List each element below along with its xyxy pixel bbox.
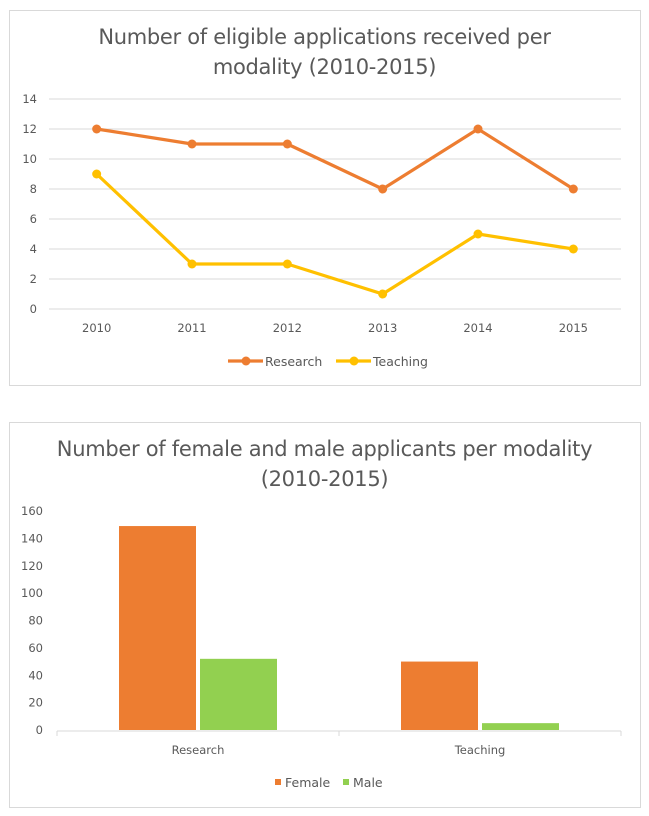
y-tick-label: 20 — [28, 696, 43, 710]
bar-male-teaching — [482, 723, 559, 730]
y-tick-label: 4 — [30, 242, 37, 256]
legend-swatch-female — [275, 779, 281, 785]
y-tick-label: 60 — [28, 641, 43, 655]
x-tick-label: 2014 — [463, 321, 492, 335]
y-tick-label: 12 — [22, 122, 37, 136]
y-tick-label: 100 — [21, 586, 43, 600]
bar-male-research — [200, 658, 277, 730]
data-point-teaching — [568, 244, 578, 254]
data-point-research — [378, 184, 388, 194]
legend-marker-research — [241, 356, 251, 366]
bar-female-research — [119, 526, 196, 730]
data-point-research — [282, 139, 292, 149]
data-point-teaching — [92, 169, 102, 179]
legend-label-teaching: Teaching — [372, 354, 428, 369]
series-line-research — [95, 127, 575, 191]
x-tick-label: 2010 — [82, 321, 111, 335]
data-point-teaching — [473, 229, 483, 239]
data-point-research — [92, 124, 102, 134]
legend-swatch-male — [343, 779, 349, 785]
y-tick-label: 120 — [21, 559, 43, 573]
x-tick-label: Teaching — [454, 743, 506, 757]
legend-label-male: Male — [353, 775, 383, 790]
y-tick-label: 40 — [28, 668, 43, 682]
bar-chart-panel — [9, 422, 641, 808]
x-tick-label: Research — [172, 743, 225, 757]
legend-label-research: Research — [265, 354, 322, 369]
bar-female-teaching — [401, 661, 478, 730]
legend-marker-teaching — [349, 356, 359, 366]
data-point-teaching — [282, 259, 292, 269]
x-tick-label: 2012 — [273, 321, 302, 335]
line-chart-title-line2: modality (2010-2015) — [212, 55, 437, 79]
y-tick-label: 160 — [21, 504, 43, 518]
y-tick-label: 80 — [28, 614, 43, 628]
data-point-research — [473, 124, 483, 134]
y-tick-label: 10 — [22, 152, 37, 166]
x-tick-label: 2015 — [559, 321, 588, 335]
y-tick-label: 0 — [30, 302, 37, 316]
series-line-teaching — [95, 172, 575, 296]
data-point-teaching — [378, 289, 388, 299]
bar-chart-title-line1: Number of female and male applicants per… — [56, 437, 593, 461]
y-tick-label: 6 — [30, 212, 37, 226]
y-tick-label: 2 — [30, 272, 37, 286]
data-point-research — [187, 139, 197, 149]
y-tick-label: 0 — [36, 723, 43, 737]
y-tick-label: 14 — [22, 92, 37, 106]
legend-label-female: Female — [285, 775, 331, 790]
line-chart-title-line1: Number of eligible applications received… — [98, 25, 551, 49]
x-tick-label: 2013 — [368, 321, 397, 335]
y-tick-label: 140 — [21, 531, 43, 545]
bar-chart-title-line2: (2010-2015) — [260, 467, 389, 491]
line-chart-panel — [9, 10, 641, 386]
y-tick-label: 8 — [30, 182, 37, 196]
x-tick-label: 2011 — [177, 321, 206, 335]
data-point-research — [568, 184, 578, 194]
data-point-teaching — [187, 259, 197, 269]
